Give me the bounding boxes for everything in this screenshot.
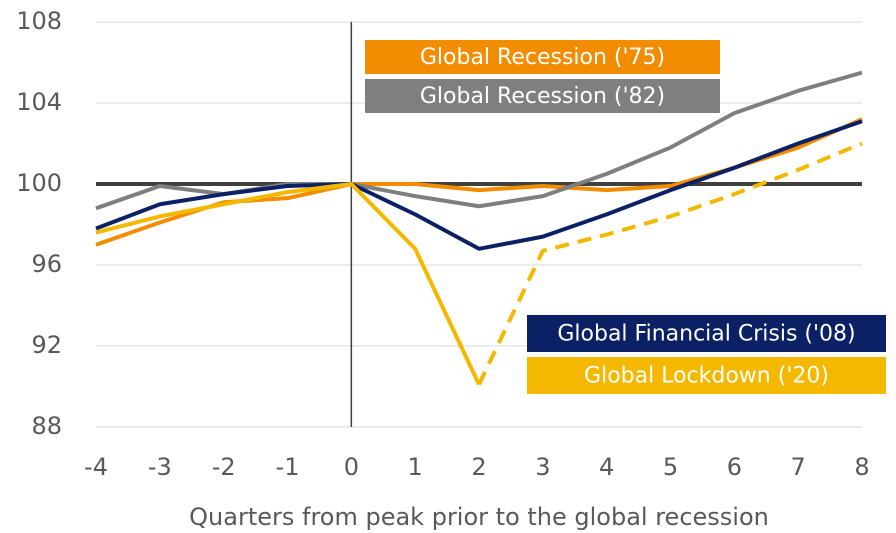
x-tick-label: 1 <box>408 453 423 481</box>
series-line <box>95 117 863 247</box>
y-tick-label: 96 <box>31 250 62 278</box>
x-tick-label: -1 <box>276 453 300 481</box>
x-tick-label: -3 <box>148 453 172 481</box>
x-tick-label: 7 <box>791 453 806 481</box>
x-tick-label: 5 <box>663 453 678 481</box>
series-line-dashed <box>477 141 863 386</box>
legend-label: Global Recession ('82) <box>420 84 665 109</box>
legend-label: Global Lockdown ('20) <box>584 364 829 389</box>
y-tick-label: 92 <box>31 331 62 359</box>
x-tick-label: -2 <box>212 453 236 481</box>
x-tick-label: 6 <box>727 453 742 481</box>
series-line <box>95 119 863 251</box>
series-line <box>95 182 481 386</box>
x-tick-label: 0 <box>344 453 359 481</box>
legend-box <box>527 357 886 394</box>
legend-label: Global Recession ('75) <box>420 45 665 70</box>
y-tick-label: 104 <box>16 88 62 116</box>
y-tick-label: 100 <box>16 169 62 197</box>
x-tick-label: 8 <box>854 453 869 481</box>
x-tick-label: 2 <box>471 453 486 481</box>
x-tick-label: -4 <box>84 453 108 481</box>
x-axis-label: Quarters from peak prior to the global r… <box>189 503 769 531</box>
legend-box <box>365 79 720 113</box>
y-tick-label: 88 <box>31 412 62 440</box>
x-tick-label: 3 <box>535 453 550 481</box>
legend-label: Global Financial Crisis ('08) <box>557 322 855 347</box>
x-tick-label: 4 <box>599 453 614 481</box>
legend-box <box>527 315 886 352</box>
y-tick-label: 108 <box>16 7 62 35</box>
legend-box <box>365 40 720 74</box>
